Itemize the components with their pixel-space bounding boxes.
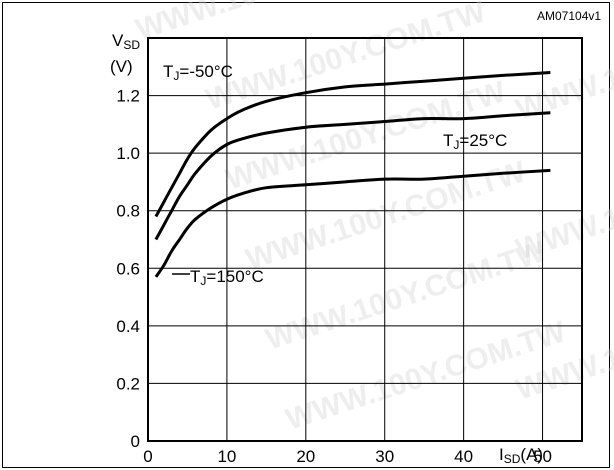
y-tick-label: 0 — [131, 432, 140, 451]
x-tick-label: 30 — [375, 447, 394, 466]
x-tick-labels: 0 10 20 30 40 50 — [143, 447, 552, 466]
x-tick-label: 10 — [217, 447, 236, 466]
y-tick-label: 1.2 — [116, 87, 140, 106]
x-tick-label: 40 — [454, 447, 473, 466]
grid — [148, 38, 582, 441]
y-tick-label: 0.8 — [116, 202, 140, 221]
x-axis-label: ISD(A) — [499, 445, 543, 466]
watermark-text: WWW.100Y.COM.TW — [512, 145, 614, 267]
x-tick-label: 20 — [296, 447, 315, 466]
y-tick-label: 0.4 — [116, 317, 140, 336]
y-axis-label: VSD — [112, 31, 140, 52]
series-label-tj-150: TJ=150°C — [190, 267, 264, 288]
y-tick-label: 0.6 — [116, 259, 140, 278]
series-label-tj-minus50: TJ=-50°C — [163, 62, 233, 83]
series-lines — [154, 71, 551, 278]
x-tick-label: 0 — [143, 447, 152, 466]
x-tick-label: 50 — [533, 447, 552, 466]
plot-area — [147, 37, 583, 442]
y-axis-unit: (V) — [110, 57, 133, 76]
figure-code: AM07104v1 — [537, 9, 601, 23]
series-line-1 — [154, 111, 551, 241]
series-line-0 — [154, 71, 551, 218]
series-label-tj-25: TJ=25°C — [443, 131, 507, 152]
y-tick-labels: 0 0.2 0.4 0.6 0.8 1.0 1.2 — [116, 87, 140, 451]
watermark-text: WWW.100Y.COM.TW — [512, 5, 614, 127]
series-line-2 — [154, 168, 551, 278]
y-tick-label: 0.2 — [116, 374, 140, 393]
y-tick-label: 1.0 — [116, 144, 140, 163]
